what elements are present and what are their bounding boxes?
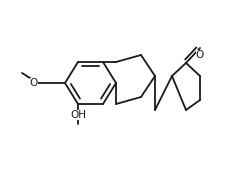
Text: OH: OH xyxy=(70,110,86,120)
Text: O: O xyxy=(30,78,38,88)
Text: O: O xyxy=(196,50,204,60)
